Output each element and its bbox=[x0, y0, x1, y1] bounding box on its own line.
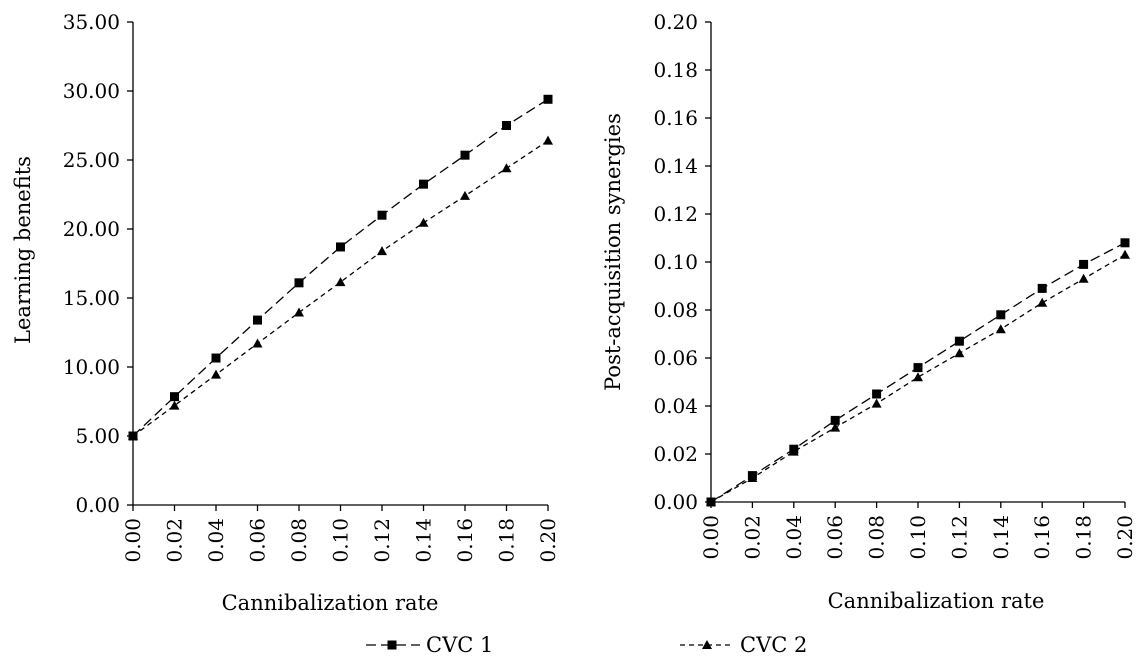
data-point-cvc-2 bbox=[501, 163, 512, 173]
x-tick-label: 0.00 bbox=[699, 515, 723, 560]
x-tick-label: 0.14 bbox=[412, 518, 436, 563]
data-point-cvc-2 bbox=[128, 431, 138, 440]
data-point-cvc-2 bbox=[706, 497, 716, 506]
series-line-cvc-1 bbox=[132, 98, 549, 437]
data-point-cvc-2 bbox=[335, 277, 346, 287]
chart-learning-benefits: 0.00 5.00 10.00 15.00 20.00 25.00 30.00 35.00 0.… bbox=[11, 10, 560, 615]
data-point-cvc-2 bbox=[211, 369, 221, 379]
x-tick-label: 0.02 bbox=[163, 518, 187, 563]
legend-entry-cvc-2: CVC 2 bbox=[680, 633, 807, 656]
data-point-cvc-1 bbox=[872, 389, 882, 399]
data-point-cvc-2 bbox=[830, 422, 841, 432]
y-axis-title: Post-acquisition synergies bbox=[601, 113, 625, 391]
x-tick-label: 0.18 bbox=[495, 518, 519, 563]
data-point-cvc-1 bbox=[543, 94, 553, 104]
data-point-cvc-2 bbox=[169, 400, 180, 410]
y-tick-label: 0.06 bbox=[653, 346, 698, 370]
x-axis-title: Cannibalization rate bbox=[222, 591, 439, 615]
data-point-cvc-2 bbox=[294, 307, 304, 317]
data-point-cvc-1 bbox=[211, 353, 221, 363]
data-point-cvc-2 bbox=[954, 348, 965, 358]
data-point-cvc-2 bbox=[418, 217, 429, 227]
data-point-cvc-1 bbox=[913, 363, 923, 373]
y-tick-label: 0.18 bbox=[653, 58, 698, 82]
y-tick-label: 0.12 bbox=[653, 202, 698, 226]
x-tick-label: 0.04 bbox=[782, 515, 806, 560]
y-tick-label: 0.00 bbox=[75, 493, 120, 517]
x-tick-label: 0.12 bbox=[370, 518, 394, 563]
data-point-cvc-1 bbox=[294, 278, 304, 288]
y-tick-label: 25.00 bbox=[63, 148, 120, 172]
data-point-cvc-2 bbox=[543, 135, 553, 145]
y-tick-label: 0.16 bbox=[653, 106, 698, 130]
x-tick-label: 0.08 bbox=[865, 515, 889, 560]
data-point-cvc-1 bbox=[954, 336, 964, 346]
data-point-cvc-2 bbox=[913, 372, 923, 382]
data-point-cvc-2 bbox=[995, 324, 1006, 334]
legend-label-cvc-2: CVC 2 bbox=[740, 633, 807, 656]
data-point-cvc-2 bbox=[1120, 249, 1130, 259]
y-tick-label: 15.00 bbox=[63, 286, 120, 310]
data-point-cvc-1 bbox=[996, 310, 1006, 320]
y-tick-label: 0.20 bbox=[653, 10, 698, 34]
series-line-cvc-2 bbox=[132, 140, 549, 437]
x-tick-label: 0.10 bbox=[906, 515, 930, 560]
legend-marker-square bbox=[387, 640, 397, 650]
y-tick-label: 0.04 bbox=[653, 394, 698, 418]
legend: CVC 1 CVC 2 bbox=[366, 633, 807, 656]
data-point-cvc-2 bbox=[871, 398, 882, 408]
x-tick-label: 0.04 bbox=[204, 518, 228, 563]
y-tick-label: 20.00 bbox=[63, 217, 120, 241]
data-point-cvc-2 bbox=[1037, 297, 1048, 307]
y-tick-label: 0.08 bbox=[653, 298, 698, 322]
y-tick-label: 35.00 bbox=[63, 10, 120, 34]
data-point-cvc-1 bbox=[460, 150, 470, 160]
x-tick-label: 0.16 bbox=[1030, 515, 1054, 560]
y-tick-label: 0.14 bbox=[653, 154, 698, 178]
data-point-cvc-2 bbox=[460, 190, 470, 200]
y-tick-label: 5.00 bbox=[75, 424, 120, 448]
data-point-cvc-1 bbox=[419, 179, 428, 189]
data-point-cvc-1 bbox=[1079, 259, 1089, 269]
x-tick-label: 0.14 bbox=[989, 515, 1013, 560]
data-point-cvc-2 bbox=[377, 246, 387, 256]
data-point-cvc-1 bbox=[336, 242, 345, 252]
x-tick-label: 0.20 bbox=[1113, 515, 1137, 560]
data-point-cvc-1 bbox=[1120, 238, 1130, 248]
data-point-cvc-2 bbox=[788, 446, 799, 456]
data-point-cvc-1 bbox=[170, 392, 179, 402]
data-point-cvc-1 bbox=[502, 121, 511, 130]
x-tick-label: 0.06 bbox=[823, 515, 847, 560]
y-axis-title: Learning benefits bbox=[11, 156, 35, 344]
data-point-cvc-2 bbox=[747, 473, 758, 482]
y-tick-label: 0.00 bbox=[653, 490, 698, 514]
data-point-cvc-1 bbox=[830, 415, 840, 425]
legend-marker-triangle bbox=[702, 640, 712, 649]
y-tick-label: 0.02 bbox=[653, 442, 698, 466]
legend-label-cvc-1: CVC 1 bbox=[426, 633, 493, 656]
y-tick-label: 10.00 bbox=[63, 355, 120, 379]
x-tick-label: 0.02 bbox=[740, 515, 764, 560]
x-tick-label: 0.08 bbox=[287, 518, 311, 563]
x-tick-label: 0.16 bbox=[453, 518, 477, 563]
data-point-cvc-1 bbox=[377, 210, 387, 220]
x-tick-label: 0.06 bbox=[246, 518, 270, 563]
chart-post-acquisition-synergies: 0.00 0.02 0.04 0.06 0.08 0.10 0.12 0.14 0.16 0.18… bbox=[601, 10, 1137, 613]
data-point-cvc-2 bbox=[1078, 273, 1089, 283]
data-point-cvc-1 bbox=[253, 315, 262, 325]
x-tick-label: 0.10 bbox=[329, 518, 353, 563]
x-tick-label: 0.18 bbox=[1072, 515, 1096, 560]
x-tick-label: 0.12 bbox=[947, 515, 971, 560]
y-tick-label: 0.10 bbox=[653, 250, 698, 274]
x-tick-label: 0.00 bbox=[121, 518, 145, 563]
data-point-cvc-1 bbox=[1037, 283, 1047, 293]
legend-entry-cvc-1: CVC 1 bbox=[366, 633, 493, 656]
x-tick-label: 0.20 bbox=[536, 518, 560, 563]
y-tick-label: 30.00 bbox=[63, 79, 120, 103]
data-point-cvc-2 bbox=[252, 338, 263, 348]
x-axis-title: Cannibalization rate bbox=[828, 589, 1045, 613]
